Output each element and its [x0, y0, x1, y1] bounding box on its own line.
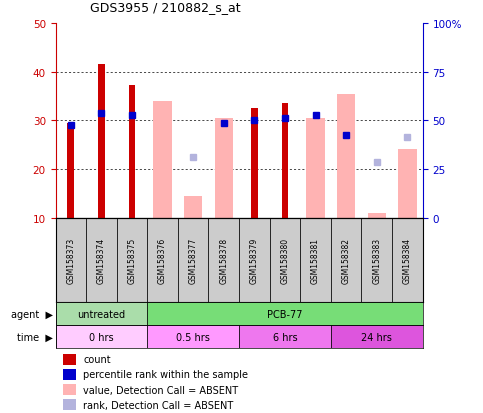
Bar [209, 218, 239, 303]
Bar [56, 218, 86, 303]
Bar [337, 94, 355, 218]
Bar [251, 109, 258, 218]
Text: 0 hrs: 0 hrs [89, 332, 114, 342]
Text: GSM158373: GSM158373 [66, 237, 75, 283]
Bar [239, 325, 331, 348]
Text: GSM158384: GSM158384 [403, 237, 412, 283]
Bar [56, 325, 147, 348]
Text: rank, Detection Call = ABSENT: rank, Detection Call = ABSENT [83, 400, 233, 410]
Bar [56, 303, 147, 325]
Bar [398, 150, 416, 218]
Bar [270, 218, 300, 303]
Bar [86, 218, 117, 303]
Text: GSM158375: GSM158375 [128, 237, 137, 283]
Text: PCB-77: PCB-77 [267, 309, 303, 319]
Text: count: count [83, 354, 111, 364]
Bar [178, 218, 209, 303]
Bar [154, 102, 172, 218]
Bar [306, 119, 325, 218]
Bar [239, 218, 270, 303]
Text: value, Detection Call = ABSENT: value, Detection Call = ABSENT [83, 385, 238, 394]
Bar [392, 218, 423, 303]
Bar [214, 119, 233, 218]
Bar [331, 325, 423, 348]
Bar [368, 213, 386, 218]
Bar [63, 384, 76, 395]
Text: GSM158382: GSM158382 [341, 237, 351, 283]
Bar [282, 104, 288, 218]
Bar [147, 325, 239, 348]
Text: 0.5 hrs: 0.5 hrs [176, 332, 210, 342]
Text: GDS3955 / 210882_s_at: GDS3955 / 210882_s_at [90, 1, 241, 14]
Text: GSM158377: GSM158377 [189, 237, 198, 283]
Bar [117, 218, 147, 303]
Text: GSM158374: GSM158374 [97, 237, 106, 283]
Bar [63, 354, 76, 365]
Bar [128, 86, 135, 218]
Text: GSM158379: GSM158379 [250, 237, 259, 283]
Text: time  ▶: time ▶ [17, 332, 53, 342]
Bar [184, 196, 202, 218]
Bar [147, 218, 178, 303]
Text: GSM158378: GSM158378 [219, 237, 228, 283]
Text: GSM158380: GSM158380 [281, 237, 289, 283]
Text: agent  ▶: agent ▶ [11, 309, 53, 319]
Bar [63, 399, 76, 410]
Text: GSM158381: GSM158381 [311, 237, 320, 283]
Text: GSM158383: GSM158383 [372, 237, 381, 283]
Text: GSM158376: GSM158376 [158, 237, 167, 283]
Bar [68, 123, 74, 218]
Bar [361, 218, 392, 303]
Text: percentile rank within the sample: percentile rank within the sample [83, 370, 248, 380]
Bar [63, 369, 76, 380]
Bar [331, 218, 361, 303]
Text: untreated: untreated [77, 309, 126, 319]
Bar [98, 65, 105, 218]
Bar [147, 303, 423, 325]
Text: 6 hrs: 6 hrs [273, 332, 297, 342]
Text: 24 hrs: 24 hrs [361, 332, 392, 342]
Bar [300, 218, 331, 303]
